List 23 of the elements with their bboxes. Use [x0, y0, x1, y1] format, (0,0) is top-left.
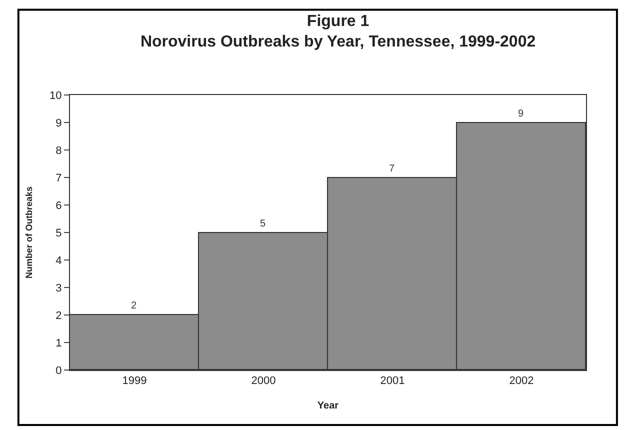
y-tick-label: 9: [56, 117, 62, 130]
data-label: 9: [518, 108, 524, 120]
data-label: 7: [389, 164, 395, 174]
y-tick-label: 4: [56, 254, 62, 267]
y-tick-label: 6: [56, 200, 62, 212]
y-tick-label: 8: [56, 144, 62, 157]
x-tick-label: 2002: [509, 375, 534, 388]
data-label: 5: [260, 218, 266, 230]
y-tick-label: 2: [56, 310, 62, 322]
y-tick-label: 0: [56, 364, 62, 377]
x-tick-label: 2001: [380, 375, 405, 388]
x-tick-label: 1999: [122, 375, 147, 388]
chart-subtitle: Norovirus Outbreaks by Year, Tennessee, 1999-2002: [140, 34, 536, 51]
y-tick-label: 3: [56, 282, 62, 294]
y-tick-label: 1: [56, 337, 62, 350]
y-tick-label: 5: [56, 227, 62, 240]
chart-title: Figure 1: [306, 12, 370, 30]
x-tick-label: 2000: [251, 375, 276, 388]
y-axis-title: Number of Outbreaks: [24, 186, 34, 279]
y-tick-label: 7: [56, 172, 62, 184]
y-tick-label: 10: [50, 90, 62, 102]
x-axis-title: Year: [317, 400, 339, 412]
data-label: 2: [131, 300, 137, 312]
